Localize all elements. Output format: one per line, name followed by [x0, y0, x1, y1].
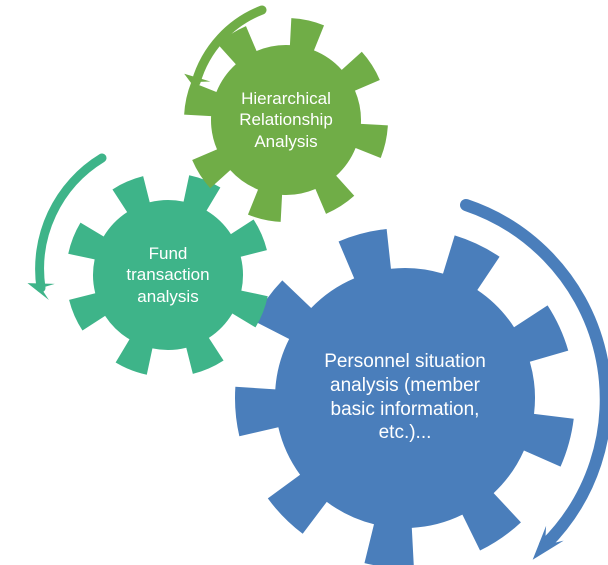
diagram-canvas: Personnel situation analysis (member bas… — [0, 0, 608, 565]
gear-hierarchical — [0, 0, 608, 565]
gear-hierarchical-shape — [184, 18, 388, 222]
